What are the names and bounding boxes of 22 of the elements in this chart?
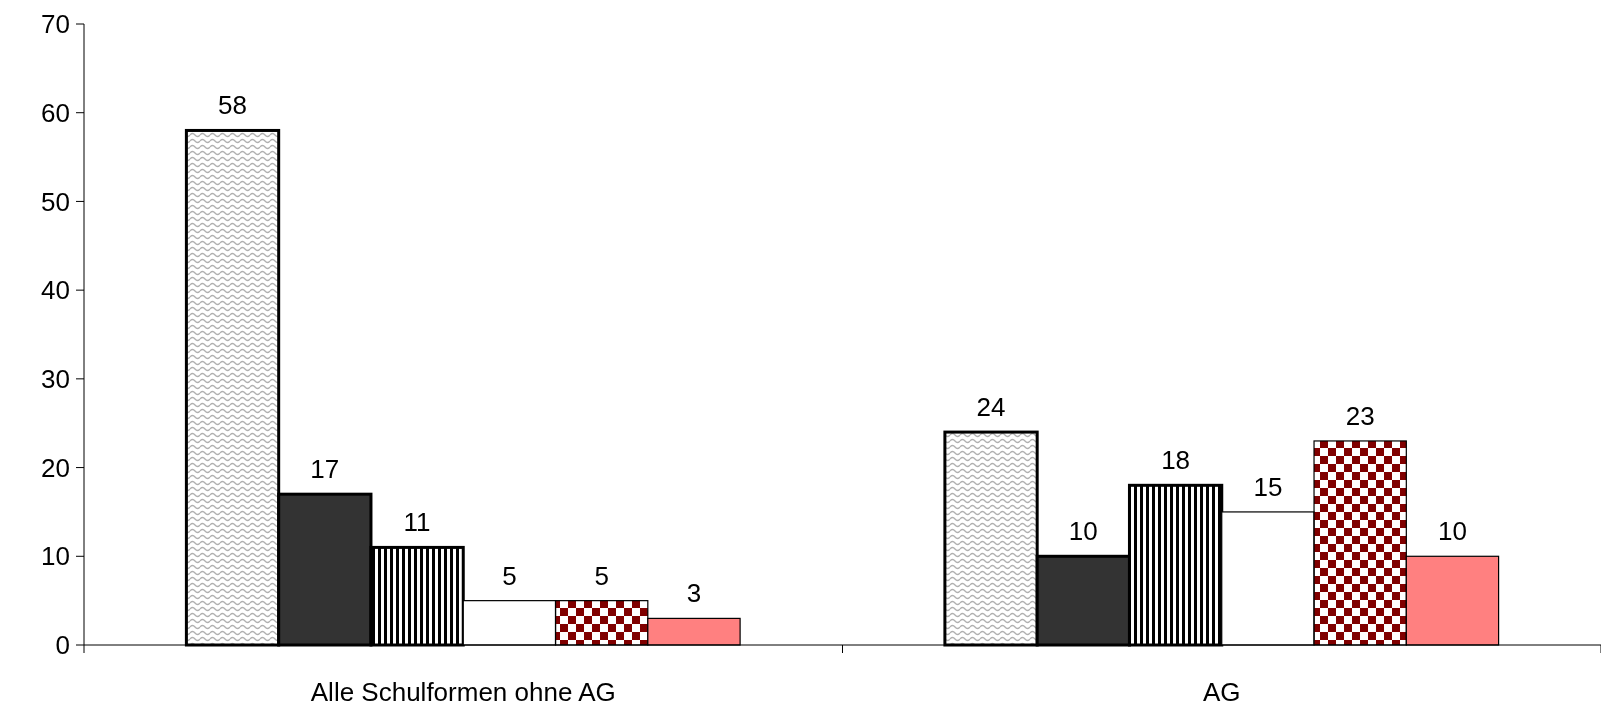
data-label: 10: [1068, 516, 1098, 547]
data-label: 5: [502, 560, 517, 591]
data-label: 58: [218, 90, 247, 121]
data-label: 18: [1161, 445, 1191, 476]
y-tick-label: 40: [41, 275, 70, 306]
y-tick-label: 20: [41, 452, 70, 483]
y-tick-label: 70: [41, 9, 70, 40]
data-label: 5: [594, 560, 609, 591]
y-tick-label: 30: [41, 363, 70, 394]
data-label: 23: [1345, 400, 1375, 431]
y-tick-label: 50: [41, 186, 70, 217]
y-tick-label: 10: [41, 541, 70, 572]
x-tick-label: Alle Schulformen ohne AG: [310, 677, 616, 707]
data-label: 24: [976, 392, 1006, 423]
data-label: 3: [686, 578, 702, 609]
data-label: 17: [310, 454, 340, 485]
data-label: 15: [1253, 471, 1283, 502]
x-tick-label: AG: [1202, 677, 1241, 707]
y-tick-label: 60: [41, 97, 70, 128]
y-tick-label: 0: [55, 630, 70, 661]
data-label: 11: [403, 507, 431, 538]
data-label: 10: [1438, 516, 1467, 547]
